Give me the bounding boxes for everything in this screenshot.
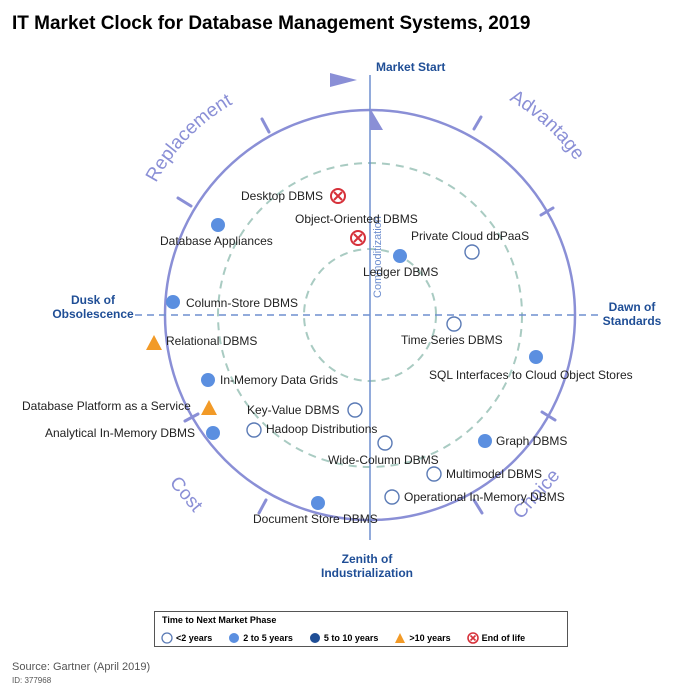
tech-marker-operational-in-memory-dbms <box>384 489 400 505</box>
legend-item-lt2: <2 years <box>161 632 212 644</box>
tech-marker-time-series-dbms <box>446 316 462 332</box>
legend-item-gt10: >10 years <box>394 632 451 644</box>
clock-tick <box>539 206 555 217</box>
legend-label: <2 years <box>176 633 213 643</box>
clock-tick <box>176 196 193 208</box>
tech-marker-database-platform-as-a-service <box>201 400 217 415</box>
tech-marker-desktop-dbms <box>330 188 346 204</box>
tech-label-operational-in-memory-dbms: Operational In-Memory DBMS <box>404 490 565 504</box>
quadrant-label-advantage: Advantage <box>506 86 588 164</box>
tech-marker-private-cloud-dbpaas <box>464 244 480 260</box>
clock-hand-arrow-icon <box>330 73 357 87</box>
tech-label-relational-dbms: Relational DBMS <box>166 334 257 348</box>
legend-label: 5 to 10 years <box>323 633 379 643</box>
tech-marker-database-appliances <box>211 218 225 232</box>
tech-marker-key-value-dbms <box>347 402 363 418</box>
clock-tick <box>472 498 484 515</box>
tech-marker-object-oriented-dbms <box>350 230 366 246</box>
quadrant-label-cost: Cost <box>165 473 207 517</box>
end-of-life-icon <box>466 632 479 644</box>
tech-label-column-store-dbms: Column-Store DBMS <box>186 296 298 310</box>
legend-label: >10 years <box>409 633 451 643</box>
legend-label: 2 to 5 years <box>243 633 293 643</box>
open-circle-icon <box>161 632 173 644</box>
tech-label-database-platform-as-a-service: Database Platform as a Service <box>22 399 191 413</box>
tech-marker-hadoop-distributions <box>246 422 262 438</box>
tech-label-wide-column-dbms: Wide-Column DBMS <box>328 453 439 467</box>
clock-tick <box>260 117 271 134</box>
clock-tick <box>257 498 268 515</box>
tech-marker-document-store-dbms <box>311 496 325 510</box>
tech-marker-analytical-in-memory-dbms <box>206 426 220 440</box>
filled-circle-icon <box>229 633 240 643</box>
clock-tick <box>183 412 200 423</box>
tech-label-private-cloud-dbpaas: Private Cloud dbPaaS <box>411 229 529 243</box>
tech-marker-in-memory-data-grids <box>201 373 215 387</box>
tech-label-database-appliances: Database Appliances <box>160 234 273 248</box>
legend-item-5-10: 5 to 10 years <box>309 632 379 644</box>
clock-tick <box>472 115 483 131</box>
tech-label-analytical-in-memory-dbms: Analytical In-Memory DBMS <box>45 426 195 440</box>
phase-label-dusk-line1: Dusk of <box>71 293 116 307</box>
tech-label-graph-dbms: Graph DBMS <box>496 434 567 448</box>
tech-label-time-series-dbms: Time Series DBMS <box>401 333 503 347</box>
phase-label-market-start: Market Start <box>376 60 445 74</box>
tech-label-desktop-dbms: Desktop DBMS <box>241 189 323 203</box>
tech-label-key-value-dbms: Key-Value DBMS <box>247 403 339 417</box>
tech-label-in-memory-data-grids: In-Memory Data Grids <box>220 373 338 387</box>
legend: Time to Next Market Phase <2 years 2 to … <box>154 611 568 647</box>
tech-marker-wide-column-dbms <box>377 435 393 451</box>
tech-marker-ledger-dbms <box>393 249 407 263</box>
tech-label-multimodel-dbms: Multimodel DBMS <box>446 467 542 481</box>
phase-label-dawn-line1: Dawn of <box>609 300 657 314</box>
legend-row: <2 years 2 to 5 years 5 to 10 years >10 … <box>161 631 563 645</box>
tech-label-object-oriented-dbms: Object-Oriented DBMS <box>295 212 418 226</box>
tech-label-ledger-dbms: Ledger DBMS <box>363 265 438 279</box>
triangle-icon <box>395 633 406 643</box>
phase-label-zenith-line1: Zenith of <box>342 552 394 566</box>
tech-marker-sql-interfaces-to-cloud-object-stores <box>529 350 543 364</box>
page-title: IT Market Clock for Database Management … <box>12 13 531 34</box>
legend-label: End of life <box>481 633 526 643</box>
figure-id: ID: 377968 <box>12 676 52 685</box>
clock-tick <box>540 410 557 422</box>
axis-label-commoditization: Commoditization <box>372 216 384 298</box>
dark-filled-circle-icon <box>309 633 320 643</box>
legend-item-2-5: 2 to 5 years <box>228 632 293 644</box>
tech-marker-relational-dbms <box>146 335 162 350</box>
market-start-arrow-icon <box>370 108 383 130</box>
phase-label-dawn-line2: Standards <box>603 314 662 328</box>
legend-item-eol: End of life <box>466 632 526 644</box>
source-note: Source: Gartner (April 2019) <box>12 661 151 673</box>
legend-title: Time to Next Market Phase <box>162 615 277 625</box>
phase-label-dusk-line2: Obsolescence <box>52 307 134 321</box>
market-clock-diagram: Replacement Advantage Choice Cost Commod… <box>22 60 662 580</box>
tech-label-hadoop-distributions: Hadoop Distributions <box>266 422 377 436</box>
tech-marker-column-store-dbms <box>166 295 180 309</box>
tech-marker-multimodel-dbms <box>426 466 442 482</box>
tech-marker-graph-dbms <box>478 434 492 448</box>
phase-label-zenith-line2: Industrialization <box>321 566 413 580</box>
quadrant-label-replacement: Replacement <box>142 90 236 186</box>
tech-label-sql-interfaces: SQL Interfaces to Cloud Object Stores <box>429 368 633 382</box>
tech-label-document-store-dbms: Document Store DBMS <box>253 512 378 526</box>
